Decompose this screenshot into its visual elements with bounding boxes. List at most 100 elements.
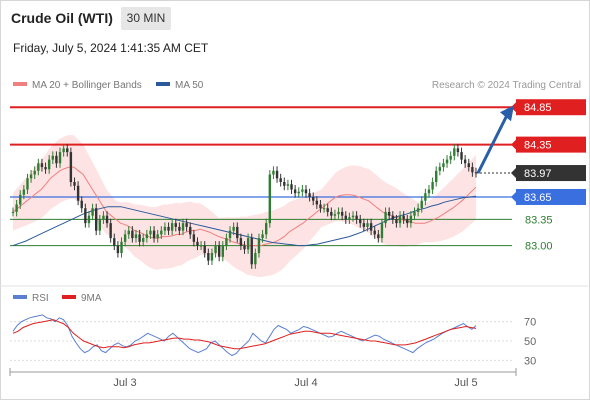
candle-body	[420, 200, 423, 209]
candle-body	[373, 230, 376, 235]
candle-body	[424, 193, 427, 201]
candle-body	[380, 223, 384, 239]
candle-body	[474, 172, 478, 174]
candle-body	[409, 215, 413, 224]
candle-body	[40, 163, 44, 168]
candle-body	[463, 159, 467, 164]
candle-body	[33, 170, 36, 175]
rsi-line	[12, 314, 477, 357]
candle-body	[239, 238, 243, 246]
candle-body	[51, 155, 54, 160]
candle-body	[156, 234, 159, 239]
rsi-tick-2: 30	[524, 355, 536, 367]
candle-body	[257, 238, 261, 254]
candle-body	[290, 184, 293, 190]
ma50-label: MA 50	[175, 80, 204, 91]
candle-body	[232, 226, 235, 231]
ma20-label: MA 20 + Bollinger Bands	[32, 80, 142, 91]
candle-body	[105, 215, 109, 224]
candle-body	[456, 148, 460, 153]
candle-body	[301, 189, 304, 192]
candle-body	[123, 234, 127, 242]
candle-body	[109, 223, 112, 239]
candle-body	[246, 238, 250, 250]
x-tick-label-2: Jul 5	[454, 377, 477, 389]
candle-body	[47, 159, 51, 170]
candle-body	[178, 226, 181, 231]
level-badge-pointer-3	[511, 191, 516, 202]
candle-body	[406, 219, 409, 224]
candle-body	[351, 215, 355, 218]
candle-body	[225, 238, 228, 246]
candle-body	[236, 226, 239, 239]
candle-body	[210, 253, 214, 261]
candle-body	[355, 215, 358, 220]
candle-body	[330, 211, 333, 216]
candle-body	[44, 167, 47, 170]
candle-body	[84, 208, 87, 224]
candle-body	[467, 163, 470, 168]
candle-body	[413, 211, 416, 216]
legend-ma20: MA 20 + Bollinger Bands	[13, 80, 142, 91]
bollinger-band	[13, 135, 476, 278]
legend-9ma: 9MA	[62, 293, 102, 304]
candle-body	[471, 167, 474, 173]
candle-body	[131, 230, 134, 239]
credit-label: Research © 2024 Trading Central	[431, 80, 581, 91]
forecast-arrow-head	[500, 105, 514, 122]
level-label-0: 84.85	[524, 102, 552, 114]
candle-body	[94, 208, 98, 231]
candle-body	[348, 217, 351, 220]
candle-body	[203, 245, 206, 254]
rsi-swatch	[13, 295, 27, 300]
candle-body	[199, 245, 203, 247]
candle-body	[402, 215, 405, 220]
level-badge-0	[516, 99, 586, 116]
candle-body	[391, 215, 395, 220]
candle-body	[73, 182, 76, 186]
candle-body	[297, 191, 300, 194]
candle-body	[387, 211, 391, 216]
candle-body	[322, 208, 326, 210]
candle-body	[283, 182, 286, 186]
candle-body	[152, 230, 156, 239]
level-label-4: 83.35	[525, 214, 553, 226]
candle-body	[11, 211, 15, 213]
candle-body	[149, 230, 152, 235]
candle-body	[243, 245, 246, 250]
candle-body	[181, 223, 185, 231]
candle-body	[91, 208, 94, 216]
candle-body	[26, 178, 29, 190]
instrument-title: Crude Oil (WTI)	[11, 10, 113, 26]
candle-body	[359, 219, 362, 224]
candle-body	[431, 182, 434, 190]
candle-body	[377, 234, 380, 239]
timeframe-badge[interactable]: 30 MIN	[121, 7, 171, 30]
candle-body	[138, 234, 141, 242]
datetime-label: Friday, July 5, 2024 1:41:35 AM CET	[13, 41, 209, 55]
candle-body	[127, 230, 130, 235]
candle-body	[315, 200, 319, 205]
candle-body	[435, 170, 438, 183]
candle-body	[308, 193, 311, 197]
candle-body	[272, 170, 275, 175]
candle-body	[192, 234, 196, 242]
candle-body	[261, 234, 264, 239]
candle-body	[102, 215, 105, 220]
candle-body	[15, 204, 18, 212]
candle-body	[19, 194, 22, 205]
candle-body	[120, 241, 123, 254]
rsi-tick-1: 50	[524, 336, 536, 348]
candle-body	[304, 189, 308, 194]
level-badge-pointer-2	[511, 168, 516, 179]
candle-body	[196, 241, 199, 246]
candle-body	[55, 155, 58, 164]
candle-body	[116, 245, 120, 254]
candle-body	[69, 152, 73, 183]
candle-body	[160, 230, 163, 235]
ma50-swatch	[156, 82, 170, 87]
ma9-label: 9MA	[81, 293, 102, 304]
candle-body	[445, 159, 449, 164]
level-label-3: 83.65	[524, 192, 552, 204]
